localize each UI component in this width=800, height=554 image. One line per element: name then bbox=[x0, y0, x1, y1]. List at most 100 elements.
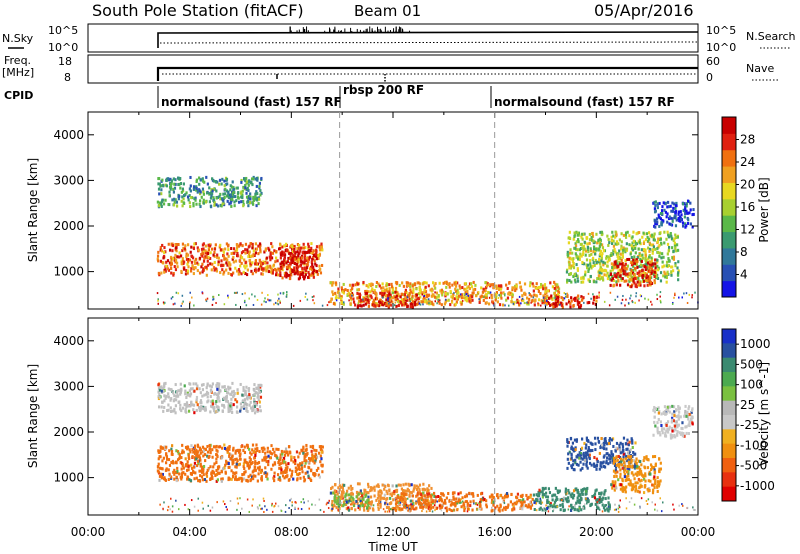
data-cell bbox=[448, 499, 451, 503]
data-cell bbox=[576, 508, 579, 512]
data-cell bbox=[347, 499, 350, 503]
data-cell bbox=[233, 204, 236, 208]
data-cell bbox=[266, 472, 269, 476]
data-cell bbox=[190, 400, 193, 404]
data-cell bbox=[192, 272, 195, 276]
data-cell bbox=[583, 262, 586, 266]
data-cell bbox=[332, 302, 336, 306]
data-cell bbox=[663, 241, 666, 245]
data-cell bbox=[163, 476, 166, 480]
data-cell bbox=[296, 242, 300, 246]
data-cell bbox=[308, 267, 312, 271]
data-cell bbox=[550, 303, 554, 307]
data-cell bbox=[435, 507, 438, 511]
data-cell bbox=[186, 445, 189, 449]
data-cell bbox=[212, 253, 215, 257]
data-cell bbox=[157, 383, 160, 387]
data-cell bbox=[575, 254, 578, 258]
data-cell bbox=[235, 465, 238, 469]
data-cell bbox=[511, 288, 514, 292]
data-cell bbox=[229, 201, 232, 205]
data-cell bbox=[373, 494, 376, 498]
data-cell bbox=[315, 455, 319, 459]
data-cell bbox=[276, 473, 280, 477]
data-cell bbox=[518, 499, 521, 503]
data-cell bbox=[640, 295, 643, 298]
data-cell bbox=[179, 390, 183, 394]
data-cell bbox=[600, 230, 604, 234]
data-cell bbox=[168, 248, 172, 252]
data-cell bbox=[611, 230, 614, 234]
data-cell bbox=[229, 193, 233, 197]
data-cell bbox=[661, 218, 664, 222]
data-cell bbox=[526, 301, 528, 304]
data-cell bbox=[424, 502, 427, 506]
data-cell bbox=[630, 268, 633, 272]
data-cell bbox=[542, 294, 545, 298]
data-cell bbox=[373, 485, 376, 489]
data-cell bbox=[685, 202, 688, 206]
data-cell bbox=[157, 450, 160, 454]
nsky-label: N.Sky bbox=[2, 32, 34, 45]
data-cell bbox=[411, 506, 414, 510]
data-cell bbox=[158, 204, 161, 208]
data-cell bbox=[638, 299, 640, 302]
data-cell bbox=[554, 288, 557, 292]
data-cell bbox=[383, 292, 386, 296]
data-cell bbox=[349, 293, 351, 296]
data-cell bbox=[540, 304, 542, 307]
data-cell bbox=[169, 409, 173, 413]
data-cell bbox=[501, 508, 504, 512]
data-cell bbox=[526, 505, 529, 509]
data-cell bbox=[289, 251, 292, 255]
data-cell bbox=[674, 294, 676, 297]
data-cell bbox=[586, 248, 589, 252]
data-cell bbox=[424, 285, 427, 289]
data-cell bbox=[266, 450, 269, 454]
data-cell bbox=[173, 398, 176, 402]
data-cell bbox=[227, 462, 230, 466]
data-cell bbox=[318, 253, 321, 257]
data-cell bbox=[310, 468, 313, 472]
data-cell bbox=[162, 261, 165, 265]
data-cell bbox=[396, 500, 399, 504]
data-cell bbox=[555, 303, 558, 307]
data-cell bbox=[427, 293, 431, 297]
data-cell bbox=[238, 270, 241, 274]
data-cell bbox=[331, 290, 334, 294]
data-cell bbox=[569, 251, 572, 255]
data-cell bbox=[242, 185, 245, 189]
data-cell bbox=[186, 477, 189, 481]
data-cell bbox=[231, 455, 234, 459]
data-cell bbox=[273, 249, 276, 253]
data-cell bbox=[335, 497, 339, 501]
data-cell bbox=[645, 274, 648, 278]
data-cell bbox=[286, 267, 289, 271]
data-cell bbox=[195, 476, 198, 480]
data-cell bbox=[246, 394, 250, 398]
data-cell bbox=[667, 259, 670, 263]
data-cell bbox=[415, 484, 418, 488]
data-cell bbox=[561, 502, 564, 506]
data-cell bbox=[648, 254, 651, 258]
data-cell bbox=[214, 474, 217, 478]
data-cell bbox=[179, 382, 182, 386]
data-cell bbox=[385, 497, 388, 501]
data-cell bbox=[492, 496, 495, 500]
data-cell bbox=[592, 250, 595, 254]
data-cell bbox=[215, 189, 218, 193]
data-cell bbox=[187, 453, 190, 457]
data-cell bbox=[195, 398, 198, 402]
data-cell bbox=[566, 268, 569, 272]
data-cell bbox=[309, 265, 313, 269]
data-cell bbox=[228, 477, 232, 481]
data-cell bbox=[351, 283, 354, 287]
data-cell bbox=[335, 294, 338, 298]
data-cell bbox=[321, 445, 324, 449]
data-cell bbox=[307, 474, 310, 478]
data-cell bbox=[630, 294, 632, 297]
data-cell bbox=[548, 301, 551, 305]
data-cell bbox=[251, 393, 255, 397]
data-cell bbox=[656, 260, 659, 264]
data-cell bbox=[340, 301, 343, 305]
